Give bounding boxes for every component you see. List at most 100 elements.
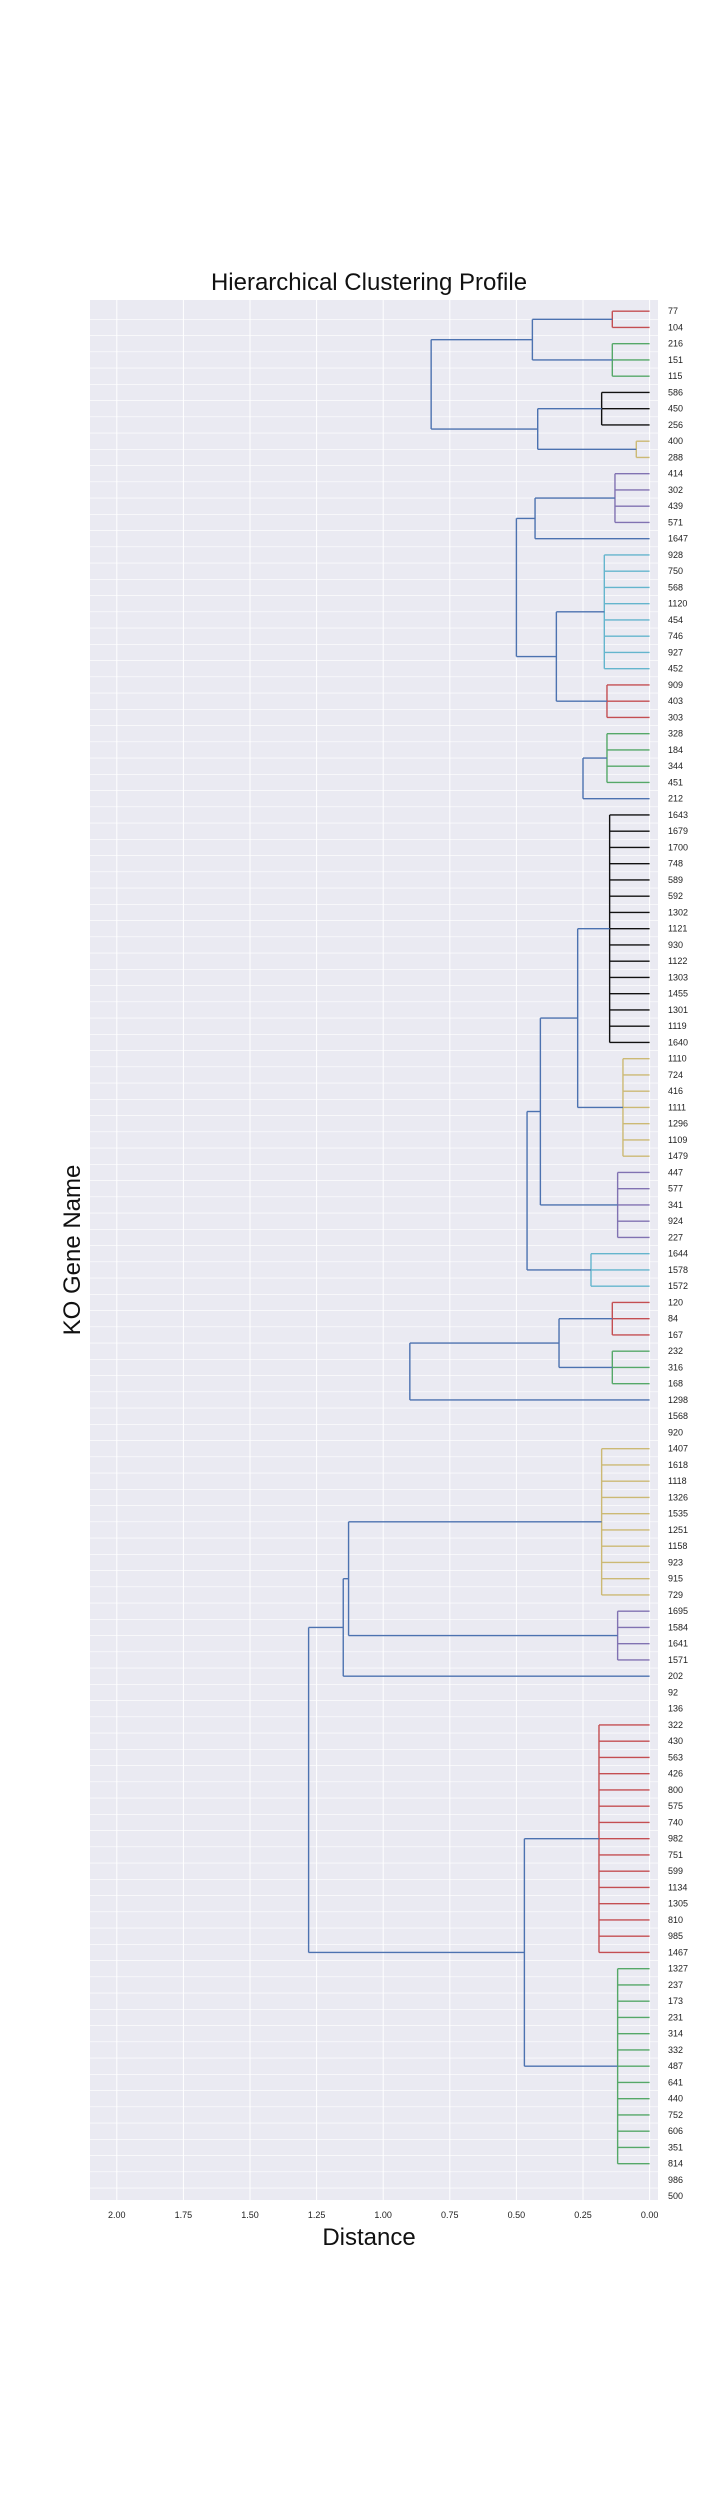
leaf-label-341: 341 — [668, 1200, 683, 1210]
leaf-label-571: 571 — [668, 517, 683, 527]
leaf-label-92: 92 — [668, 1687, 678, 1697]
leaf-label-351: 351 — [668, 2142, 683, 2152]
leaf-label-1479: 1479 — [668, 1151, 688, 1161]
grid-lines — [90, 300, 658, 2200]
leaf-label-184: 184 — [668, 745, 683, 755]
leaf-label-1407: 1407 — [668, 1444, 688, 1454]
leaf-label-1111: 1111 — [668, 1102, 686, 1112]
chart-title: Hierarchical Clustering Profile — [211, 269, 527, 296]
leaf-label-288: 288 — [668, 452, 683, 462]
leaf-label-1584: 1584 — [668, 1622, 688, 1632]
leaf-label-344: 344 — [668, 761, 683, 771]
leaf-label-212: 212 — [668, 794, 683, 804]
x-tick-label-3: 1.25 — [308, 2210, 326, 2220]
leaf-label-1618: 1618 — [668, 1460, 688, 1470]
leaf-label-1158: 1158 — [668, 1541, 687, 1551]
leaf-label-439: 439 — [668, 501, 683, 511]
leaf-label-592: 592 — [668, 891, 683, 901]
leaf-label-920: 920 — [668, 1427, 683, 1437]
leaf-label-430: 430 — [668, 1736, 683, 1746]
x-tick-label-7: 0.25 — [574, 2210, 592, 2220]
leaf-label-328: 328 — [668, 729, 683, 739]
leaf-label-115: 115 — [668, 371, 682, 381]
x-tick-label-4: 1.00 — [374, 2210, 392, 2220]
leaf-label-231: 231 — [668, 2012, 683, 2022]
leaf-label-982: 982 — [668, 1834, 683, 1844]
leaf-label-1644: 1644 — [668, 1249, 688, 1259]
leaf-label-136: 136 — [668, 1704, 683, 1714]
leaf-label-1134: 1134 — [668, 1882, 687, 1892]
leaf-label-1301: 1301 — [668, 1005, 688, 1015]
leaf-label-167: 167 — [668, 1330, 683, 1340]
leaf-label-1296: 1296 — [668, 1119, 688, 1129]
leaf-label-173: 173 — [668, 1996, 683, 2006]
leaf-label-202: 202 — [668, 1671, 683, 1681]
leaf-label-232: 232 — [668, 1346, 683, 1356]
leaf-label-1571: 1571 — [668, 1655, 688, 1665]
leaf-label-724: 724 — [668, 1070, 683, 1080]
leaf-label-1467: 1467 — [668, 1947, 688, 1957]
leaf-label-450: 450 — [668, 404, 683, 414]
x-tick-label-6: 0.50 — [508, 2210, 526, 2220]
leaf-label-751: 751 — [668, 1850, 683, 1860]
leaf-label-1679: 1679 — [668, 826, 688, 836]
leaf-label-586: 586 — [668, 387, 683, 397]
leaf-label-1122: 1122 — [668, 956, 687, 966]
leaf-label-746: 746 — [668, 631, 683, 641]
leaf-label-1298: 1298 — [668, 1395, 688, 1405]
leaf-label-1326: 1326 — [668, 1492, 688, 1502]
x-tick-label-2: 1.50 — [241, 2210, 259, 2220]
leaf-label-750: 750 — [668, 566, 683, 576]
y-axis-label: KO Gene Name — [59, 1165, 86, 1336]
leaf-label-1643: 1643 — [668, 810, 688, 820]
leaf-label-1119: 1119 — [668, 1021, 687, 1031]
leaf-label-563: 563 — [668, 1752, 683, 1762]
leaf-label-256: 256 — [668, 420, 683, 430]
leaf-label-909: 909 — [668, 680, 683, 690]
leaf-label-1303: 1303 — [668, 972, 688, 982]
leaf-label-1647: 1647 — [668, 534, 688, 544]
plot-background — [90, 300, 658, 2200]
leaf-label-447: 447 — [668, 1167, 683, 1177]
leaf-label-915: 915 — [668, 1574, 683, 1584]
leaf-label-426: 426 — [668, 1769, 683, 1779]
x-tick-label-5: 0.75 — [441, 2210, 459, 2220]
x-axis-label: Distance — [322, 2224, 415, 2251]
leaf-label-577: 577 — [668, 1184, 683, 1194]
leaf-label-589: 589 — [668, 875, 683, 885]
leaf-label-237: 237 — [668, 1980, 683, 1990]
leaf-label-1640: 1640 — [668, 1037, 688, 1047]
leaf-label-641: 641 — [668, 2077, 683, 2087]
leaf-label-487: 487 — [668, 2061, 683, 2071]
leaf-label-216: 216 — [668, 339, 683, 349]
leaf-label-416: 416 — [668, 1086, 683, 1096]
leaf-label-403: 403 — [668, 696, 683, 706]
leaf-label-332: 332 — [668, 2045, 683, 2055]
leaf-label-451: 451 — [668, 777, 683, 787]
leaf-label-927: 927 — [668, 647, 683, 657]
leaf-label-77: 77 — [668, 306, 678, 316]
leaf-label-454: 454 — [668, 615, 683, 625]
x-tick-label-8: 0.00 — [641, 2210, 659, 2220]
leaf-label-1121: 1121 — [668, 924, 687, 934]
leaf-label-800: 800 — [668, 1785, 683, 1795]
leaf-label-440: 440 — [668, 2094, 683, 2104]
leaf-label-227: 227 — [668, 1232, 683, 1242]
x-tick-label-0: 2.00 — [108, 2210, 126, 2220]
leaf-label-168: 168 — [668, 1379, 683, 1389]
leaf-label-599: 599 — [668, 1866, 683, 1876]
leaf-label-322: 322 — [668, 1720, 683, 1730]
leaf-label-1572: 1572 — [668, 1281, 688, 1291]
leaf-label-986: 986 — [668, 2175, 683, 2185]
leaf-label-1120: 1120 — [668, 599, 687, 609]
x-tick-label-1: 1.75 — [175, 2210, 193, 2220]
leaf-label-930: 930 — [668, 940, 683, 950]
leaf-label-575: 575 — [668, 1801, 683, 1811]
leaf-label-1110: 1110 — [668, 1054, 687, 1064]
leaf-label-1109: 1109 — [668, 1135, 687, 1145]
leaf-label-1700: 1700 — [668, 842, 688, 852]
leaf-label-400: 400 — [668, 436, 683, 446]
leaf-label-414: 414 — [668, 469, 683, 479]
leaf-label-1578: 1578 — [668, 1265, 688, 1275]
